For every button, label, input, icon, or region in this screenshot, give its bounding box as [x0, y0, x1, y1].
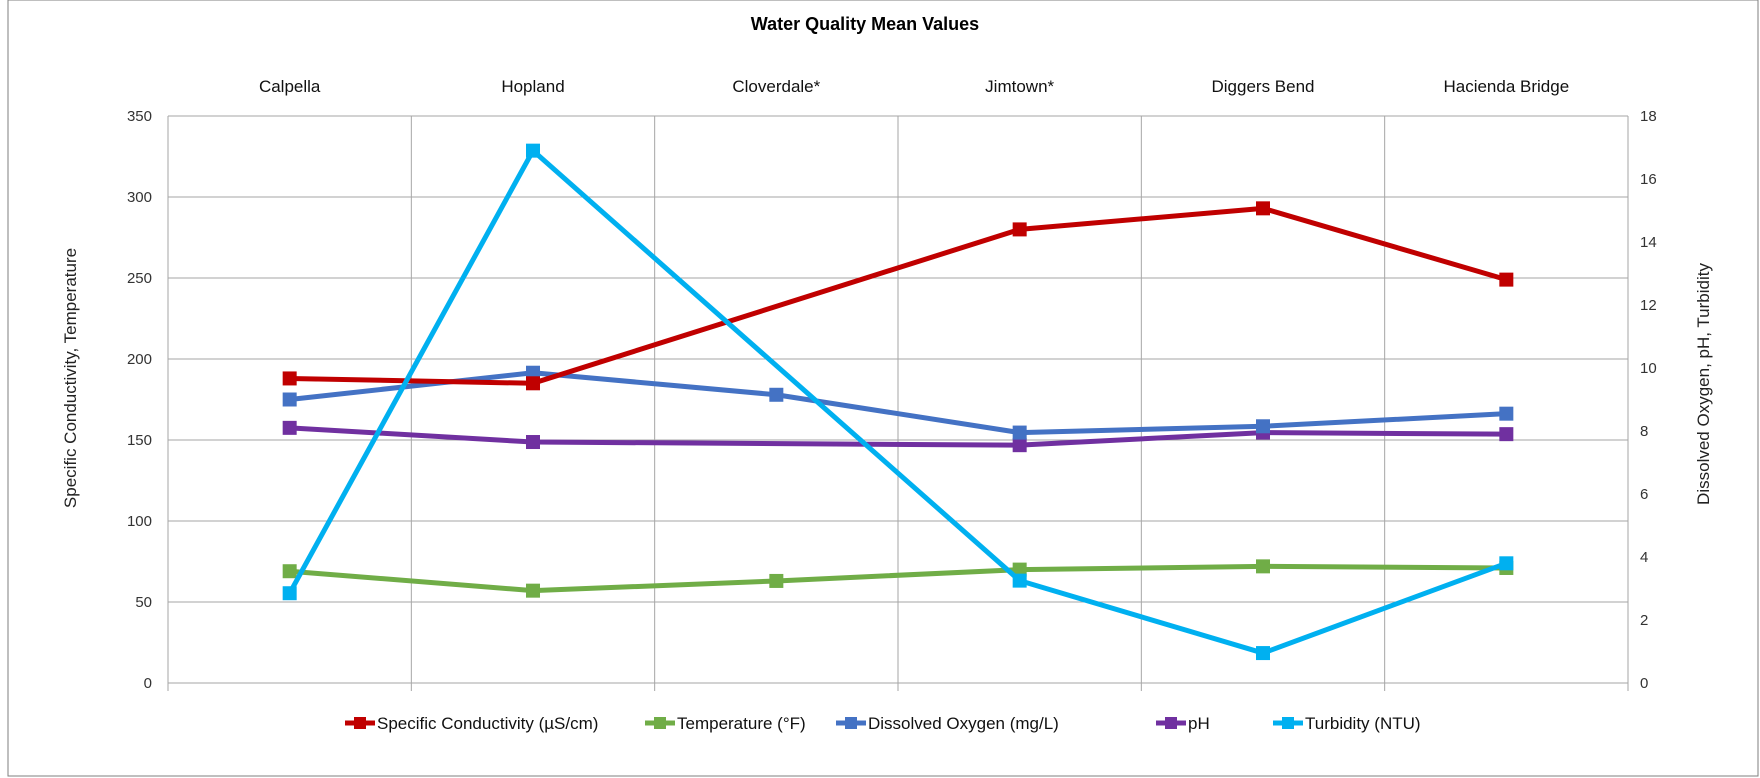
right-tick-label: 12: [1640, 297, 1657, 314]
left-axis-ticks: 0 50 100 150 200 250 300 350: [127, 108, 152, 692]
data-point: [1256, 559, 1270, 574]
legend-marker: [845, 717, 857, 729]
left-tick-label: 150: [127, 432, 152, 449]
category-label: Diggers Bend: [1211, 77, 1314, 96]
right-axis-ticks: 0 2 4 6 8 10 12 14 16 18: [1640, 108, 1657, 692]
data-point: [526, 365, 540, 380]
chart-border: [7, 0, 1759, 777]
right-tick-label: 10: [1640, 360, 1657, 377]
data-point: [1256, 419, 1270, 434]
data-point: [526, 143, 540, 158]
left-tick-label: 100: [127, 513, 152, 530]
right-tick-label: 8: [1640, 423, 1648, 440]
category-label: Hacienda Bridge: [1443, 77, 1569, 96]
right-tick-label: 14: [1640, 234, 1657, 251]
grid-lines: [167, 115, 1629, 691]
data-point: [282, 564, 297, 579]
right-tick-label: 0: [1640, 675, 1648, 692]
right-tick-label: 4: [1640, 549, 1648, 566]
series-0: [282, 201, 1514, 391]
chart-title: Water Quality Mean Values: [751, 14, 979, 34]
data-point: [1499, 556, 1514, 571]
left-axis-title: Specific Conductivity, Temperature: [61, 248, 80, 508]
series-line: [289, 370, 1507, 436]
legend: Specific Conductivity (µS/cm) Temperature…: [345, 714, 1421, 733]
legend-item: Temperature (°F): [645, 714, 806, 733]
right-tick-label: 2: [1640, 612, 1648, 629]
legend-item: Dissolved Oxygen (mg/L): [836, 714, 1059, 733]
legend-label: pH: [1188, 714, 1210, 733]
category-label: Jimtown*: [985, 77, 1054, 96]
data-point: [769, 573, 784, 588]
data-point: [769, 387, 784, 402]
data-point: [1012, 425, 1027, 440]
category-label: Cloverdale*: [732, 77, 820, 96]
legend-marker: [1282, 717, 1294, 729]
left-tick-label: 300: [127, 189, 152, 206]
series-2: [282, 365, 1514, 440]
category-labels: Calpella Hopland Cloverdale* Jimtown* Digger…: [259, 77, 1569, 96]
category-label: Calpella: [259, 77, 321, 96]
legend-marker: [1165, 717, 1177, 729]
data-point: [1256, 201, 1270, 216]
data-point: [282, 420, 297, 435]
data-point: [1012, 222, 1027, 237]
data-point: [526, 583, 540, 598]
data-point: [1499, 427, 1514, 442]
legend-item: Specific Conductivity (µS/cm): [345, 714, 598, 733]
right-tick-label: 18: [1640, 108, 1657, 125]
right-axis-title: Dissolved Oxygen, pH, Turbidity: [1694, 263, 1713, 505]
right-tick-label: 16: [1640, 171, 1657, 188]
legend-marker: [354, 717, 366, 729]
data-point: [282, 586, 297, 601]
data-point: [1499, 406, 1514, 421]
data-point: [526, 435, 540, 450]
legend-label: Dissolved Oxygen (mg/L): [868, 714, 1059, 733]
legend-item: Turbidity (NTU): [1273, 714, 1421, 733]
legend-label: Turbidity (NTU): [1305, 714, 1421, 733]
data-point: [282, 371, 297, 386]
legend-label: Temperature (°F): [677, 714, 806, 733]
data-point: [526, 376, 540, 391]
category-label: Hopland: [501, 77, 564, 96]
legend-item: pH: [1156, 714, 1210, 733]
series-4: [282, 143, 1514, 661]
left-tick-label: 250: [127, 270, 152, 287]
left-tick-label: 50: [135, 594, 152, 611]
right-tick-label: 6: [1640, 486, 1648, 503]
left-tick-label: 350: [127, 108, 152, 125]
data-point: [1012, 438, 1027, 453]
series-line: [289, 563, 1507, 594]
left-tick-label: 0: [144, 675, 152, 692]
legend-label: Specific Conductivity (µS/cm): [377, 714, 598, 733]
series-layer: [282, 143, 1514, 661]
legend-marker: [654, 717, 666, 729]
data-point: [1256, 646, 1270, 661]
data-point: [1499, 272, 1514, 287]
data-point: [1012, 573, 1027, 588]
data-point: [1012, 562, 1027, 577]
left-tick-label: 200: [127, 351, 152, 368]
data-point: [282, 392, 297, 407]
